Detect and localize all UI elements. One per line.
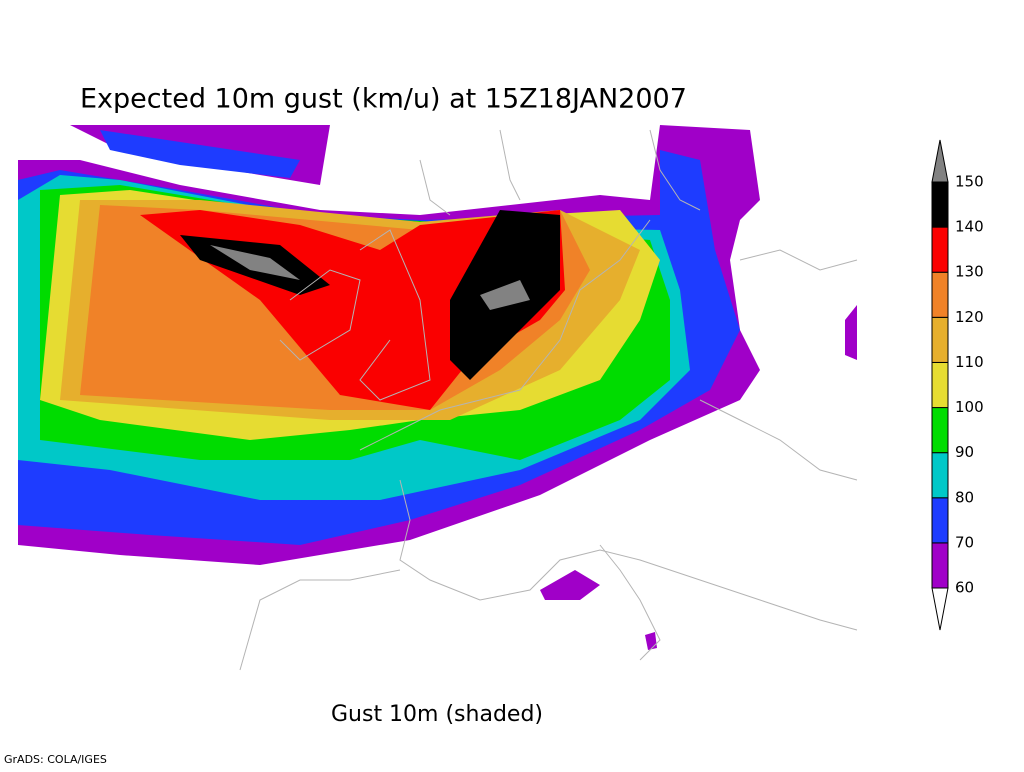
colorbar-label: 110 (955, 353, 984, 371)
colorbar-label: 60 (955, 579, 974, 597)
colorbar-segment (931, 316, 949, 363)
colorbar-label: 80 (955, 488, 974, 506)
credit: GrADS: COLA/IGES (4, 753, 107, 766)
shaded-region (210, 245, 300, 280)
colorbar-triangle (931, 139, 949, 183)
shaded-region (480, 280, 530, 310)
colorbar-label: 150 (955, 173, 984, 191)
colorbar-segment (931, 361, 949, 409)
colorbar-segment (931, 271, 949, 318)
colorbar-label: 130 (955, 263, 984, 281)
coastlines (239, 129, 858, 671)
colorbar-label: 120 (955, 308, 984, 326)
colorbar-segment (931, 181, 949, 228)
colorbar-label: 100 (955, 398, 984, 416)
shaded-region (100, 130, 300, 178)
colorbar-triangle (931, 587, 949, 631)
colorbar-segment (931, 452, 949, 499)
shaded-region (540, 570, 600, 600)
colorbar-label: 90 (955, 443, 974, 461)
colorbar-segment (931, 226, 949, 273)
title: Expected 10m gust (km/u) at 15Z18JAN2007 (80, 84, 687, 115)
caption: Gust 10m (shaded) (331, 702, 543, 727)
colorbar-label: 140 (955, 218, 984, 236)
colorbar-segment (931, 407, 949, 454)
shaded-region (845, 305, 857, 360)
colorbar-label: 70 (955, 533, 974, 551)
colorbar-segment (931, 542, 949, 589)
colorbar-segment (931, 497, 949, 544)
map (18, 125, 858, 671)
colorbar: 60 70 80 90 100 110 120 130 140 150 (931, 139, 984, 631)
